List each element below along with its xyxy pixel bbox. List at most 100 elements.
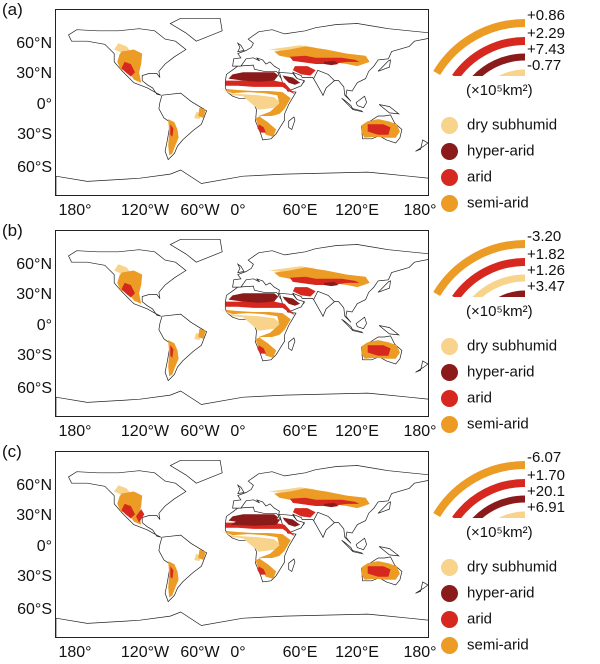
longitude-tick-label: 0° xyxy=(230,644,246,661)
dryland-semi-arid-region xyxy=(226,89,291,137)
world-map-svg xyxy=(56,17,428,195)
dryland-hyper-arid-region xyxy=(324,502,339,508)
latitude-tick-label: 0° xyxy=(36,538,52,555)
longitude-tick-label: 180° xyxy=(58,202,92,219)
landmass-new-guinea xyxy=(378,104,400,115)
arc-arid xyxy=(452,479,526,522)
map-frame xyxy=(55,451,429,638)
latitude-tick-label: 60°S xyxy=(17,601,52,618)
landmass-new-zealand xyxy=(415,360,428,373)
longitude-tick-label: 180° xyxy=(58,644,92,661)
legend-label: semi-arid xyxy=(467,415,529,433)
legend-label: arid xyxy=(467,389,493,407)
landmass-indonesia-a xyxy=(341,540,354,552)
arc-dry-subhumid xyxy=(486,511,526,532)
legend-swatch xyxy=(441,195,458,212)
change-arcs xyxy=(433,240,526,311)
legend-label: dry subhumid xyxy=(467,116,558,134)
arc-arid xyxy=(452,37,526,80)
legend-swatch xyxy=(441,637,458,654)
dryland-hyper-arid-region xyxy=(282,75,301,85)
legend-label: arid xyxy=(467,168,493,186)
dryland-arid-region xyxy=(289,497,360,506)
landmass-new-guinea xyxy=(378,325,400,336)
legend-label: dry subhumid xyxy=(467,337,558,355)
drylands-layer xyxy=(114,43,400,156)
dryland-hyper-arid-region xyxy=(324,281,339,287)
arc-semi-arid xyxy=(433,240,526,297)
dryland-arid-region xyxy=(367,566,391,577)
landmass-south-america xyxy=(158,92,208,161)
landmass-greenland xyxy=(169,459,223,484)
area-change-value: +3.47 xyxy=(527,278,565,295)
legend-label: semi-arid xyxy=(467,636,529,654)
longitude-tick-label: 60°E xyxy=(282,423,318,440)
panel-label: (a) xyxy=(2,0,23,19)
arc-chart xyxy=(428,6,528,90)
landmass-antarctica xyxy=(56,169,428,195)
longitude-tick-label: 0° xyxy=(230,423,246,440)
dryland-arid-region xyxy=(367,345,391,356)
dryland-semi-arid-region xyxy=(198,549,206,560)
dryland-arid-region xyxy=(289,55,360,64)
map-panel: (c) 60°N 30°N 0° 30°S 60°S 180° 120°W 60°W 0° 60°E… xyxy=(0,442,600,663)
dryland-arid-region xyxy=(257,124,266,133)
map-frame xyxy=(55,9,429,196)
legend-label: hyper-arid xyxy=(467,363,535,381)
latitude-tick-label: 30°S xyxy=(17,568,52,585)
area-change-value: +0.86 xyxy=(527,7,565,24)
longitude-tick-label: 60°E xyxy=(282,202,318,219)
dryland-hyper-arid-region xyxy=(324,60,339,66)
landmass-madagascar xyxy=(288,116,296,131)
panel-label: (b) xyxy=(2,221,23,240)
legend-label: hyper-arid xyxy=(467,142,535,160)
landmass-greenland xyxy=(169,17,223,42)
landmass-india xyxy=(313,290,335,317)
dryland-hyper-arid-region xyxy=(228,72,279,82)
legend-swatch xyxy=(441,416,458,433)
dryland-semi-arid-region xyxy=(198,107,206,118)
dryland-arid-region xyxy=(170,566,174,579)
legend-item: hyper-arid xyxy=(441,585,535,602)
dryland-dry-subhumid-region xyxy=(218,307,285,331)
dryland-arid-region xyxy=(292,508,316,518)
legend-item: semi-arid xyxy=(441,416,529,433)
longitude-tick-label: 120°E xyxy=(335,644,379,661)
legend-swatch xyxy=(441,338,458,355)
dryland-hyper-arid-region xyxy=(228,293,279,303)
dryland-arid-region xyxy=(136,509,145,523)
dryland-arid-region xyxy=(121,282,135,298)
arc-chart xyxy=(428,448,528,532)
legend-swatch xyxy=(441,143,458,160)
legend-item: hyper-arid xyxy=(441,143,535,160)
landmass-japan xyxy=(377,59,391,72)
landmass-antarctica xyxy=(56,611,428,637)
dryland-arid-region xyxy=(225,301,295,316)
dryland-hyper-arid-region xyxy=(282,517,301,527)
legend-item: semi-arid xyxy=(441,195,529,212)
landmass-south-america xyxy=(158,534,208,603)
coastlines xyxy=(56,17,428,195)
legend-swatch xyxy=(441,611,458,628)
dryland-arid-region xyxy=(257,566,266,575)
legend-item: arid xyxy=(441,169,492,186)
latitude-tick-label: 60°N xyxy=(16,256,52,273)
area-change-value: -6.07 xyxy=(527,449,562,466)
legend-item: hyper-arid xyxy=(441,364,535,381)
landmass-madagascar xyxy=(288,337,296,352)
dryland-arid-region xyxy=(225,522,295,537)
longitude-tick-label: 180° xyxy=(403,644,437,661)
dryland-hyper-arid-region xyxy=(230,517,281,526)
latitude-tick-label: 60°N xyxy=(16,35,52,52)
latitude-tick-label: 0° xyxy=(36,96,52,113)
map-panel: (b) 60°N 30°N 0° 30°S 60°S 180° 120°W 60°W 0° 60°E… xyxy=(0,221,600,442)
area-change-value: +7.43 xyxy=(527,41,565,58)
dryland-arid-region xyxy=(367,124,391,135)
landmass-borneo xyxy=(355,316,367,330)
legend-swatch xyxy=(441,585,458,602)
longitude-tick-label: 180° xyxy=(58,423,92,440)
latitude-tick-label: 60°S xyxy=(17,159,52,176)
dryland-arid-region xyxy=(289,276,360,285)
longitude-tick-label: 120°W xyxy=(120,644,170,661)
map-frame xyxy=(55,230,429,417)
